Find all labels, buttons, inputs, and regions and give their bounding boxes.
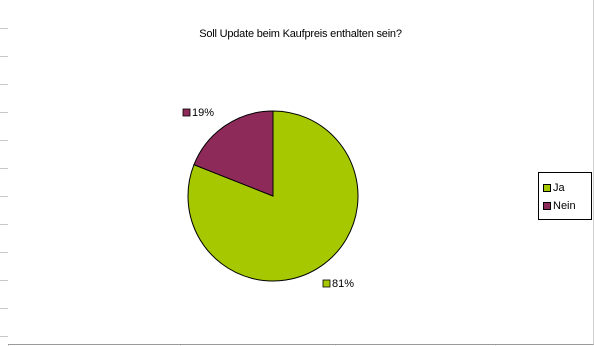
chart-legend[interactable]: Ja Nein	[538, 172, 592, 220]
chart-title: Soll Update beim Kaufpreis enthalten sei…	[199, 28, 402, 40]
legend-label-nein: Nein	[553, 200, 576, 212]
pie-data-labels: 81% 19%	[182, 107, 354, 290]
row-tick	[0, 112, 8, 113]
legend-item-nein: Nein	[543, 197, 591, 215]
row-tick	[0, 56, 8, 57]
legend-swatch-nein	[543, 202, 551, 210]
row-tick	[0, 224, 8, 225]
pie-slices	[187, 110, 359, 282]
row-tick	[0, 168, 8, 169]
row-tick	[0, 84, 8, 85]
row-tick	[0, 308, 8, 309]
pie-plot: 81% 19%	[182, 107, 359, 290]
data-label-marker-ja	[322, 279, 331, 288]
row-tick	[0, 336, 8, 337]
legend-item-ja: Ja	[543, 179, 591, 197]
row-tick	[0, 280, 8, 281]
row-tick	[0, 28, 8, 29]
row-tick	[0, 252, 8, 253]
data-label-marker-nein	[182, 108, 191, 117]
legend-swatch-ja	[543, 184, 551, 192]
data-label-ja: 81%	[332, 278, 354, 290]
pie-slice-nein[interactable]	[193, 110, 274, 197]
legend-label-ja: Ja	[553, 182, 565, 194]
chart-area[interactable]: Soll Update beim Kaufpreis enthalten sei…	[8, 0, 594, 345]
data-label-nein: 19%	[192, 107, 214, 119]
row-tick	[0, 140, 8, 141]
row-tick	[0, 196, 8, 197]
